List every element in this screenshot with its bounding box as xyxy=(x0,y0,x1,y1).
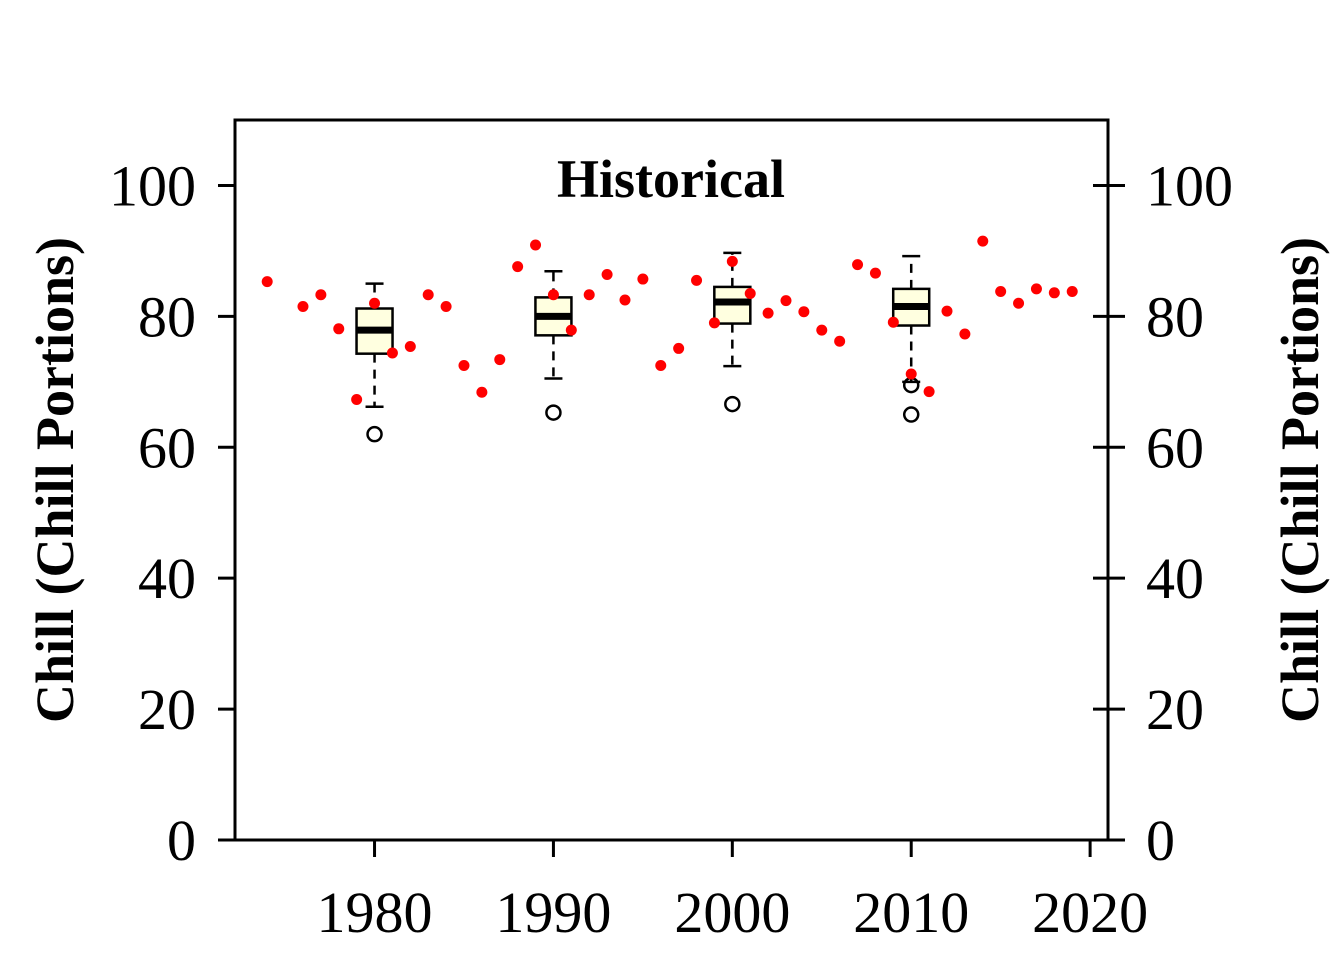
data-point-1995 xyxy=(637,273,649,285)
y-axis-title-left: Chill (Chill Portions) xyxy=(25,237,85,723)
x-tick-label-1990: 1990 xyxy=(495,880,611,945)
x-tick-label-2010: 2010 xyxy=(853,880,969,945)
data-point-2009 xyxy=(887,316,899,328)
data-point-2011 xyxy=(923,386,935,398)
y-tick-label-right-20: 20 xyxy=(1146,677,1204,742)
outlier-point xyxy=(545,404,562,421)
data-point-1985 xyxy=(458,359,470,371)
y-axis-title-right: Chill (Chill Portions) xyxy=(1270,237,1330,723)
y-tick-label-left-40: 40 xyxy=(138,546,196,611)
data-point-1981 xyxy=(386,347,398,359)
x-tick-label-2000: 2000 xyxy=(674,880,790,945)
y-tick-label-left-80: 80 xyxy=(138,284,196,349)
data-point-2004 xyxy=(798,306,810,318)
data-point-1996 xyxy=(655,359,667,371)
data-point-2006 xyxy=(834,335,846,347)
y-tick-label-left-100: 100 xyxy=(109,153,196,218)
y-tick-label-left-0: 0 xyxy=(167,808,196,873)
data-point-2010 xyxy=(905,368,917,380)
data-point-2008 xyxy=(869,267,881,279)
data-point-1982 xyxy=(404,340,416,352)
data-point-1997 xyxy=(673,342,685,354)
data-point-1979 xyxy=(351,393,363,405)
y-tick-label-right-40: 40 xyxy=(1146,546,1204,611)
data-point-2000 xyxy=(726,255,738,267)
data-point-1994 xyxy=(619,294,631,306)
data-point-2003 xyxy=(780,295,792,307)
points-layer xyxy=(261,235,1078,405)
data-point-2014 xyxy=(977,235,989,247)
data-point-1990 xyxy=(547,289,559,301)
data-point-1974 xyxy=(261,276,273,288)
outlier-point xyxy=(902,406,920,423)
boxplot-layer xyxy=(355,251,931,443)
data-point-2013 xyxy=(959,328,971,340)
y-tick-label-right-80: 80 xyxy=(1146,284,1204,349)
data-point-2002 xyxy=(762,307,774,319)
data-point-1986 xyxy=(476,386,488,398)
boxplot-2000 xyxy=(713,251,752,413)
plot-frame xyxy=(233,118,1110,842)
y-tick-label-right-0: 0 xyxy=(1146,808,1175,873)
outlier-point xyxy=(366,425,383,443)
data-point-2015 xyxy=(995,285,1007,297)
boxplot-2010 xyxy=(891,254,931,423)
data-point-1984 xyxy=(440,301,452,313)
data-point-2018 xyxy=(1048,287,1060,299)
boxplot-1990 xyxy=(534,269,573,421)
data-point-1977 xyxy=(315,289,327,301)
y-tick-label-left-60: 60 xyxy=(138,415,196,480)
data-point-1991 xyxy=(565,324,577,336)
x-tick-label-2020: 2020 xyxy=(1032,880,1148,945)
y-tick-label-right-100: 100 xyxy=(1146,153,1233,218)
data-point-1980 xyxy=(369,297,381,309)
data-point-1988 xyxy=(512,261,524,273)
data-point-1993 xyxy=(601,268,613,280)
boxplot-1980 xyxy=(355,282,394,443)
data-point-2007 xyxy=(852,259,864,271)
data-point-2001 xyxy=(744,287,756,299)
x-tick-label-1980: 1980 xyxy=(317,880,433,945)
data-point-1987 xyxy=(494,354,506,366)
y-tick-label-left-20: 20 xyxy=(138,677,196,742)
data-point-2005 xyxy=(816,324,828,336)
data-point-1978 xyxy=(333,323,345,335)
data-point-1976 xyxy=(297,301,309,313)
data-point-1989 xyxy=(530,239,542,251)
data-point-2017 xyxy=(1030,283,1042,295)
data-point-1998 xyxy=(691,274,703,286)
y-tick-label-right-60: 60 xyxy=(1146,415,1204,480)
data-point-1999 xyxy=(708,317,720,329)
data-point-2019 xyxy=(1066,285,1078,297)
data-point-2012 xyxy=(941,305,953,317)
chart-title: Historical xyxy=(557,149,785,209)
data-point-2016 xyxy=(1013,297,1025,309)
data-point-1983 xyxy=(422,289,434,301)
data-point-1992 xyxy=(583,289,595,301)
outlier-point xyxy=(724,395,741,413)
